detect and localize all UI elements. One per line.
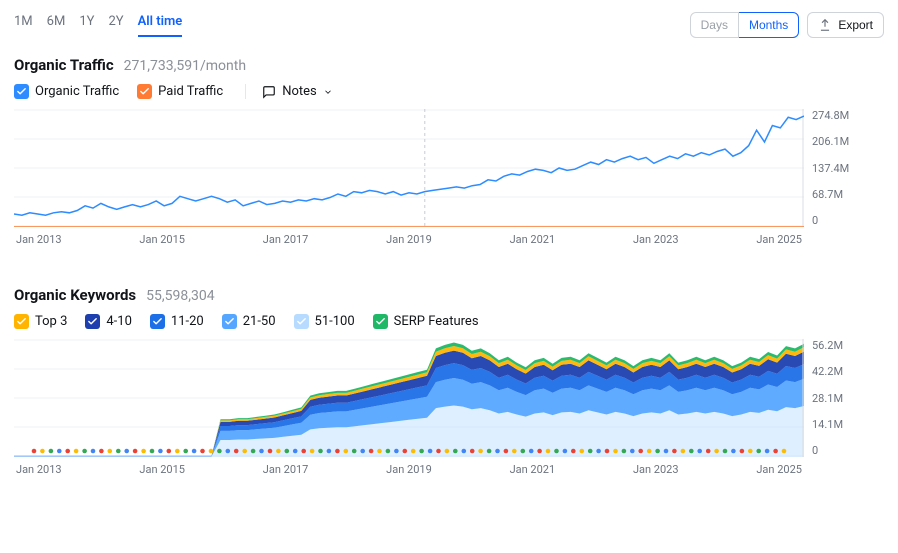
keywords-legend-row: Top 3 4-10 11-20 21-50 51-100 SERP Features (14, 314, 884, 329)
checkbox-top3[interactable] (14, 314, 29, 329)
keywords-y-axis: 56.2M 42.2M 28.1M 14.1M 0 (804, 339, 868, 457)
granularity-months[interactable]: Months (739, 12, 799, 38)
granularity-days[interactable]: Days (690, 12, 739, 38)
x-tick: Jan 2013 (16, 463, 62, 476)
x-tick: Jan 2015 (139, 463, 185, 476)
legend-k51_100[interactable]: 51-100 (294, 314, 355, 329)
range-tab-all-time[interactable]: All time (138, 14, 183, 37)
keywords-subtitle: 55,598,304 (146, 288, 214, 304)
x-tick: Jan 2013 (16, 233, 62, 246)
y-tick: 14.1M (812, 418, 868, 431)
x-tick: Jan 2021 (510, 233, 556, 246)
legend-paid-label: Paid Traffic (158, 84, 223, 99)
y-tick: 28.1M (812, 392, 868, 405)
time-range-tabs: 1M 6M 1Y 2Y All time (14, 14, 182, 37)
legend-label-top3: Top 3 (35, 314, 67, 329)
y-tick: 0 (812, 444, 868, 457)
traffic-header: Organic Traffic 271,733,591/month (14, 56, 884, 74)
notes-button[interactable]: Notes (245, 84, 333, 99)
x-tick: Jan 2017 (263, 463, 309, 476)
x-tick: Jan 2025 (756, 463, 802, 476)
legend-paid-traffic[interactable]: Paid Traffic (137, 84, 223, 99)
legend-organic-traffic[interactable]: Organic Traffic (14, 84, 119, 99)
traffic-legend-row: Organic Traffic Paid Traffic Notes (14, 84, 884, 99)
x-tick: Jan 2015 (139, 233, 185, 246)
organic-keywords-section: Organic Keywords 55,598,304 Top 3 4-10 11-… (14, 286, 884, 476)
export-label: Export (838, 18, 873, 32)
legend-k4_10[interactable]: 4-10 (85, 314, 132, 329)
x-tick: Jan 2019 (386, 463, 432, 476)
range-tab-6m[interactable]: 6M (47, 14, 66, 37)
x-tick: Jan 2017 (263, 233, 309, 246)
range-tab-1m[interactable]: 1M (14, 14, 33, 37)
legend-label-serp: SERP Features (394, 314, 479, 329)
keywords-title: Organic Keywords (14, 286, 136, 304)
notes-icon (262, 85, 276, 99)
traffic-subtitle: 271,733,591/month (124, 58, 246, 74)
checkbox-serp[interactable] (373, 314, 388, 329)
export-button[interactable]: Export (807, 12, 884, 38)
legend-label-k51_100: 51-100 (315, 314, 355, 329)
granularity-toggle: DaysMonths (690, 12, 800, 38)
checkbox-k51_100[interactable] (294, 314, 309, 329)
y-tick: 0 (812, 214, 868, 227)
legend-k21_50[interactable]: 21-50 (222, 314, 276, 329)
range-tab-1y[interactable]: 1Y (79, 14, 94, 37)
checkbox-k11_20[interactable] (150, 314, 165, 329)
export-icon (818, 18, 832, 32)
x-tick: Jan 2021 (510, 463, 556, 476)
traffic-y-axis: 274.8M 206.1M 137.4M 68.7M 0 (804, 109, 868, 227)
y-tick: 274.8M (812, 109, 868, 122)
traffic-chart[interactable]: Jan 2013 Jan 2015 Jan 2017 Jan 2019 Jan 2021… (14, 109, 804, 246)
keywords-header: Organic Keywords 55,598,304 (14, 286, 884, 304)
range-tab-2y[interactable]: 2Y (108, 14, 123, 37)
checkbox-k21_50[interactable] (222, 314, 237, 329)
organic-traffic-section: Organic Traffic 271,733,591/month Organi… (14, 56, 884, 246)
chevron-down-icon (323, 87, 333, 97)
traffic-title: Organic Traffic (14, 56, 114, 74)
legend-serp[interactable]: SERP Features (373, 314, 479, 329)
notes-label: Notes (282, 84, 317, 99)
x-tick: Jan 2023 (633, 463, 679, 476)
traffic-x-axis: Jan 2013 Jan 2015 Jan 2017 Jan 2019 Jan 2021… (14, 233, 804, 246)
keywords-x-axis: Jan 2013 Jan 2015 Jan 2017 Jan 2019 Jan 2021… (14, 463, 804, 476)
legend-label-k21_50: 21-50 (243, 314, 276, 329)
keywords-chart[interactable]: Jan 2013 Jan 2015 Jan 2017 Jan 2019 Jan 2021… (14, 339, 804, 476)
x-tick: Jan 2019 (386, 233, 432, 246)
y-tick: 206.1M (812, 135, 868, 148)
y-tick: 56.2M (812, 339, 868, 352)
legend-top3[interactable]: Top 3 (14, 314, 67, 329)
y-tick: 68.7M (812, 188, 868, 201)
top-right-controls: DaysMonths Export (690, 12, 884, 38)
y-tick: 137.4M (812, 162, 868, 175)
y-tick: 42.2M (812, 365, 868, 378)
x-tick: Jan 2023 (633, 233, 679, 246)
x-tick: Jan 2025 (756, 233, 802, 246)
legend-k11_20[interactable]: 11-20 (150, 314, 204, 329)
checkbox-organic[interactable] (14, 84, 29, 99)
top-controls-row: 1M 6M 1Y 2Y All time DaysMonths Export (14, 12, 884, 38)
traffic-chart-wrap: Jan 2013 Jan 2015 Jan 2017 Jan 2019 Jan 2021… (14, 109, 884, 246)
legend-label-k4_10: 4-10 (106, 314, 132, 329)
checkbox-k4_10[interactable] (85, 314, 100, 329)
checkbox-paid[interactable] (137, 84, 152, 99)
legend-organic-label: Organic Traffic (35, 84, 119, 99)
keywords-chart-wrap: Jan 2013 Jan 2015 Jan 2017 Jan 2019 Jan 2021… (14, 339, 884, 476)
legend-label-k11_20: 11-20 (171, 314, 204, 329)
